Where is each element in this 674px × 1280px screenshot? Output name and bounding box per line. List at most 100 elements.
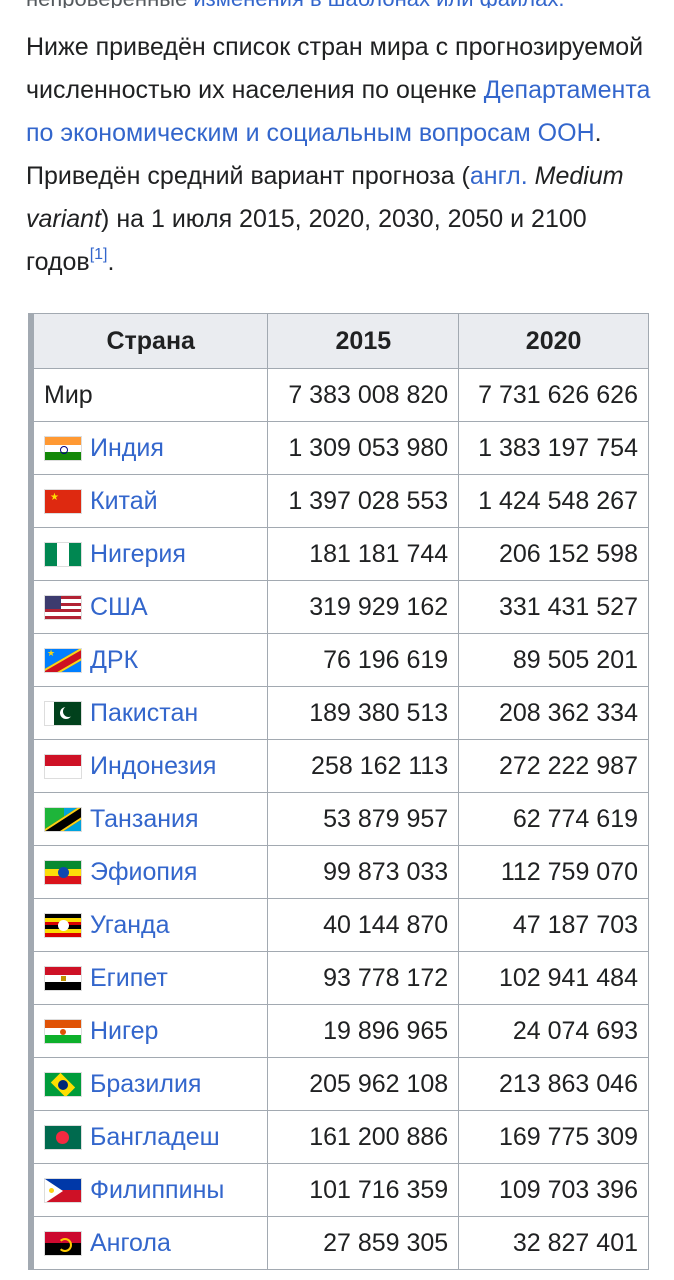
english-abbrev-link[interactable]: англ. (469, 162, 528, 190)
country-cell: Мир (30, 368, 269, 422)
population-2020-cell: 112 759 070 (458, 845, 649, 899)
country-link[interactable]: Бразилия (90, 1069, 202, 1098)
header-country[interactable]: Страна (30, 313, 269, 369)
usa-flag-icon[interactable] (44, 594, 82, 620)
country-cell: Бразилия (30, 1057, 269, 1111)
population-2015-cell: 1 397 028 553 (267, 474, 460, 528)
country-cell: Нигер (30, 1004, 269, 1058)
country-cell: Филиппины (30, 1163, 269, 1217)
population-2020-cell: 32 827 401 (458, 1216, 649, 1270)
country-link[interactable]: Нигер (90, 1016, 159, 1045)
country-link[interactable]: Бангладеш (90, 1122, 220, 1151)
angola-flag-icon[interactable] (44, 1230, 82, 1256)
country-link[interactable]: Уганда (90, 910, 170, 939)
country-cell: Ангола (30, 1216, 269, 1270)
country-cell: Эфиопия (30, 845, 269, 899)
population-2020-cell: 102 941 484 (458, 951, 649, 1005)
tanzania-flag-icon[interactable] (44, 806, 82, 832)
population-2015-cell: 181 181 744 (267, 527, 460, 581)
country-cell: Нигерия (30, 527, 269, 581)
table-row: Танзания 53 879 957 62 774 619 (30, 792, 649, 846)
top-notice: непроверенные изменения в шаблонах или ф… (26, 0, 666, 8)
population-2015-cell: 1 309 053 980 (267, 421, 460, 475)
reference-link[interactable]: [1] (89, 245, 108, 263)
country-link[interactable]: Филиппины (90, 1175, 225, 1204)
population-2020-cell: 89 505 201 (458, 633, 649, 687)
country-link[interactable]: Эфиопия (90, 857, 198, 886)
country-link[interactable]: Пакистан (90, 698, 199, 727)
population-2015-cell: 161 200 886 (267, 1110, 460, 1164)
population-2015-cell: 40 144 870 (267, 898, 460, 952)
country-cell: Уганда (30, 898, 269, 952)
ethiopia-flag-icon[interactable] (44, 859, 82, 885)
intro-text-1: Ниже приведён список стран мира с прогно… (26, 33, 644, 104)
brazil-flag-icon[interactable] (44, 1071, 82, 1097)
population-2015-cell: 101 716 359 (267, 1163, 460, 1217)
uganda-flag-icon[interactable] (44, 912, 82, 938)
population-2020-cell: 208 362 334 (458, 686, 649, 740)
population-2020-cell: 331 431 527 (458, 580, 649, 634)
table-row: ★ ДРК 76 196 619 89 505 201 (30, 633, 649, 687)
population-2020-cell: 62 774 619 (458, 792, 649, 846)
table-row: США 319 929 162 331 431 527 (30, 580, 649, 634)
indonesia-flag-icon[interactable] (44, 753, 82, 779)
country-cell: Танзания (30, 792, 269, 846)
population-2020-cell: 169 775 309 (458, 1110, 649, 1164)
country-link[interactable]: Нигерия (90, 539, 186, 568)
table-row: Бангладеш 161 200 886 169 775 309 (30, 1110, 649, 1164)
header-2020[interactable]: 2020 (458, 313, 649, 369)
top-notice-text: непроверенные (26, 0, 187, 8)
table-row: Ангола 27 859 305 32 827 401 (30, 1216, 649, 1270)
nigeria-flag-icon[interactable] (44, 541, 82, 567)
population-2015-cell: 99 873 033 (267, 845, 460, 899)
country-cell: Пакистан (30, 686, 269, 740)
pakistan-flag-icon[interactable] (44, 700, 82, 726)
population-2015-cell: 53 879 957 (267, 792, 460, 846)
table-row: ★ Китай 1 397 028 553 1 424 548 267 (30, 474, 649, 528)
country-cell: Египет (30, 951, 269, 1005)
un-desa-link[interactable]: Департамента по экономическим и социальн… (26, 76, 651, 147)
table-row: Нигерия 181 181 744 206 152 598 (30, 527, 649, 581)
country-link[interactable]: США (90, 592, 148, 621)
niger-flag-icon[interactable] (44, 1018, 82, 1044)
population-2020-cell: 24 074 693 (458, 1004, 649, 1058)
population-2015-cell: 7 383 008 820 (267, 368, 460, 422)
china-flag-icon[interactable]: ★ (44, 488, 82, 514)
population-2015-cell: 93 778 172 (267, 951, 460, 1005)
country-link[interactable]: Египет (90, 963, 168, 992)
intro-text-3: ) на 1 июля 2015, 2020, 2030, 2050 и 210… (26, 205, 587, 276)
population-2020-cell: 272 222 987 (458, 739, 649, 793)
intro-text-4: . (107, 248, 115, 276)
country-cell: ★ ДРК (30, 633, 269, 687)
table-row: Египет 93 778 172 102 941 484 (30, 951, 649, 1005)
country-cell: США (30, 580, 269, 634)
country-link[interactable]: Индонезия (90, 751, 217, 780)
drc-flag-icon[interactable]: ★ (44, 647, 82, 673)
india-flag-icon[interactable] (44, 435, 82, 461)
bangladesh-flag-icon[interactable] (44, 1124, 82, 1150)
table-row: Мир 7 383 008 820 7 731 626 626 (30, 368, 649, 422)
country-cell: ★ Китай (30, 474, 269, 528)
population-2015-cell: 205 962 108 (267, 1057, 460, 1111)
reference-superscript: [1] (90, 246, 108, 263)
top-notice-link[interactable]: изменения в шаблонах или файлах. (193, 0, 564, 8)
table-row: Нигер 19 896 965 24 074 693 (30, 1004, 649, 1058)
population-2020-cell: 47 187 703 (458, 898, 649, 952)
philippines-flag-icon[interactable] (44, 1177, 82, 1203)
country-cell: Бангладеш (30, 1110, 269, 1164)
country-link[interactable]: Индия (90, 433, 164, 462)
intro-text-2: . Приведён средний вариант прогноза ( (26, 119, 602, 190)
intro-paragraph: Ниже приведён список стран мира с прогно… (26, 26, 651, 284)
header-2015[interactable]: 2015 (267, 313, 460, 369)
population-2015-cell: 19 896 965 (267, 1004, 460, 1058)
table-header-row: Страна 2015 2020 (30, 313, 649, 369)
country-link[interactable]: Танзания (90, 804, 199, 833)
intro-italic-term: Medium variant (26, 162, 624, 233)
country-link[interactable]: Ангола (90, 1228, 171, 1257)
table-row: Индия 1 309 053 980 1 383 197 754 (30, 421, 649, 475)
egypt-flag-icon[interactable] (44, 965, 82, 991)
country-link[interactable]: ДРК (90, 645, 139, 674)
population-2020-cell: 206 152 598 (458, 527, 649, 581)
country-link[interactable]: Китай (90, 486, 158, 515)
country-cell: Индонезия (30, 739, 269, 793)
